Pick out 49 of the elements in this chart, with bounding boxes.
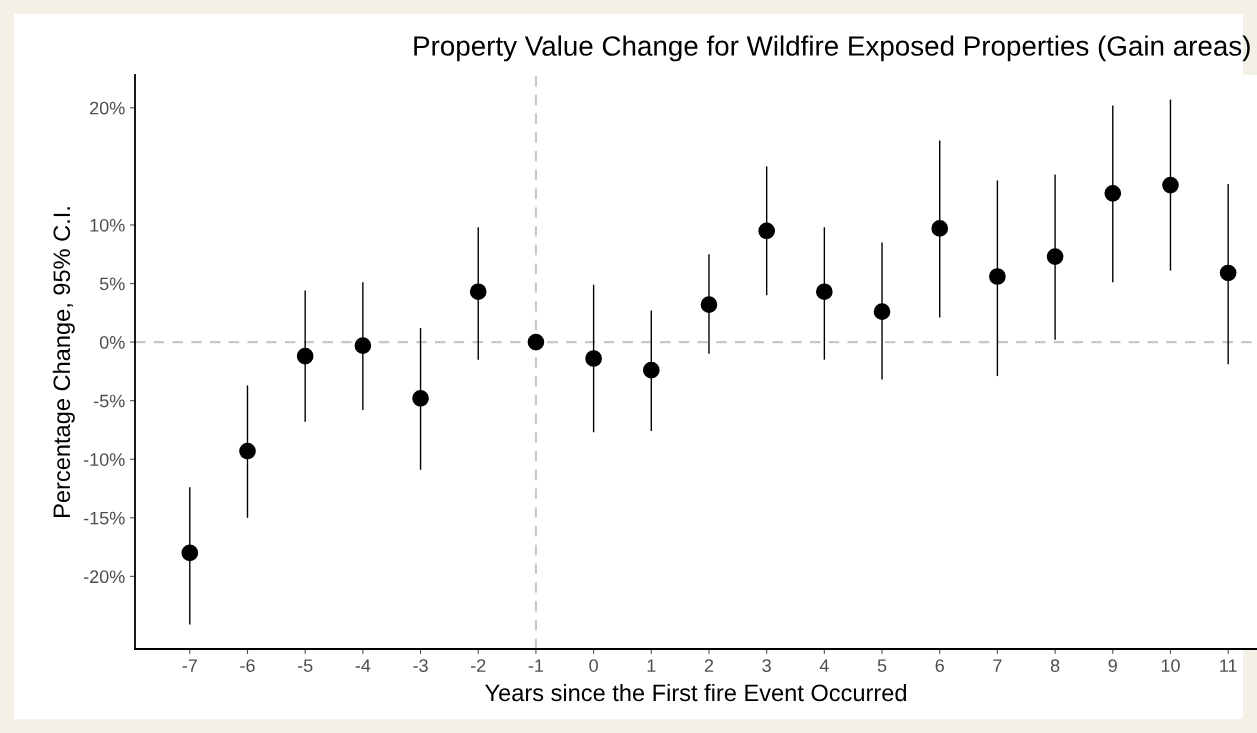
point — [816, 283, 833, 301]
x-tick-label: 7 — [993, 659, 1002, 672]
x-tick-label: 11 — [1220, 659, 1237, 672]
chart-title: Property Value Change for Wildfire Exposed Properties (Gain areas) — [414, 35, 1250, 62]
y-tick-label: 20% — [90, 101, 125, 115]
y-tick-label: -10% — [83, 453, 125, 466]
point — [1104, 184, 1122, 202]
point — [469, 283, 487, 301]
x-tick-label: -3 — [413, 659, 428, 672]
y-tick-label: 10% — [90, 218, 125, 232]
point — [181, 544, 199, 562]
point — [585, 350, 602, 367]
point — [296, 347, 314, 365]
x-tick-label: -1 — [528, 659, 544, 672]
point — [1219, 264, 1237, 282]
x-tick-label: 5 — [877, 659, 887, 672]
y-tick-label: 0% — [99, 336, 125, 349]
y-tick-label: -15% — [83, 511, 125, 525]
x-tick-label: 8 — [1050, 659, 1060, 672]
point — [412, 389, 429, 407]
point — [354, 337, 372, 354]
point — [1046, 248, 1064, 265]
x-tick-label: 0 — [589, 659, 598, 672]
x-tick-label: -4 — [355, 659, 371, 672]
y-axis-title: Percentage Change, 95% C.I. — [52, 207, 75, 517]
point — [642, 361, 660, 379]
x-tick-label: -5 — [297, 659, 313, 672]
x-tick-label: 6 — [935, 659, 944, 672]
x-tick-label: 1 — [647, 659, 656, 672]
x-tick-label: 4 — [819, 659, 829, 672]
point — [239, 442, 256, 460]
point — [527, 333, 545, 351]
x-tick-label: 9 — [1108, 659, 1117, 672]
point — [873, 303, 891, 320]
point — [1162, 176, 1179, 194]
point — [989, 268, 1006, 285]
x-tick-label: 2 — [704, 659, 714, 672]
y-tick-label: -5% — [93, 394, 125, 408]
point — [700, 296, 718, 313]
x-tick-label: 3 — [762, 659, 771, 672]
y-tick-label: 5% — [99, 277, 125, 291]
y-tick-label: -20% — [83, 570, 125, 584]
x-axis-title: Years since the First fire Event Occurred — [485, 683, 906, 702]
point — [758, 222, 775, 240]
point — [931, 220, 949, 237]
x-tick-label: -2 — [471, 659, 486, 672]
x-tick-label: -7 — [182, 659, 197, 672]
x-tick-label: 10 — [1161, 659, 1180, 672]
x-tick-label: -6 — [240, 659, 255, 672]
